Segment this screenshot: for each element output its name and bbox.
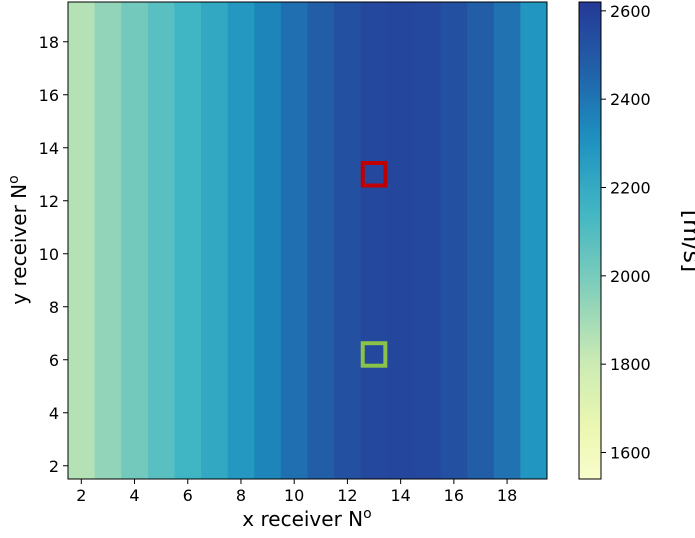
heatmap-column (147, 2, 175, 479)
y-tick-label: 18 (39, 33, 59, 52)
y-axis: 2 4 6 8 10 12 14 16 18 (39, 33, 68, 476)
heatmap-column (334, 2, 362, 479)
heatmap-column (467, 2, 495, 479)
heatmap-column (121, 2, 149, 479)
heatmap-column (413, 2, 442, 479)
y-axis-label: y receiver No (6, 175, 31, 304)
heatmap-column (307, 2, 335, 479)
heatmap-column (174, 2, 202, 479)
heatmap-column (493, 2, 521, 479)
heatmap-cells (68, 2, 548, 479)
y-tick-label: 14 (39, 139, 59, 158)
heatmap-column (280, 2, 308, 479)
heatmap-column (94, 2, 122, 479)
y-tick-label: 8 (49, 298, 59, 317)
heatmap-column (360, 2, 388, 479)
green-square-marker (360, 341, 388, 368)
heatmap-column (520, 2, 548, 479)
colorbar-tick-label: 1600 (610, 444, 651, 463)
heatmap-column (440, 2, 468, 479)
heatmap-column (254, 2, 282, 479)
x-tick-label: 10 (284, 486, 304, 505)
y-tick-label: 16 (39, 86, 59, 105)
y-tick-label: 10 (39, 245, 59, 264)
colorbar-tick-label: 2400 (610, 90, 651, 109)
x-tick-label: 8 (236, 486, 246, 505)
colorbar-label: [m/s] (678, 210, 695, 273)
y-tick-label: 2 (49, 457, 59, 476)
heatmap-column (201, 2, 229, 479)
heatmap-column (227, 2, 255, 479)
colorbar-tick-label: 2600 (610, 2, 651, 21)
x-tick-label: 16 (444, 486, 464, 505)
x-axis: 2 4 6 8 10 12 14 16 18 (76, 479, 517, 505)
colorbar-tick-label: 2000 (610, 267, 651, 286)
colorbar (578, 1, 602, 480)
y-tick-label: 4 (49, 404, 59, 423)
x-tick-label: 2 (76, 486, 86, 505)
heatmap-column (387, 2, 415, 479)
plot-frame (67, 1, 548, 480)
colorbar-tick-label: 2200 (610, 179, 651, 198)
x-tick-label: 12 (337, 486, 357, 505)
colorbar-axis: 1600 1800 2000 2200 2400 2600 (601, 2, 651, 463)
markers (360, 161, 388, 368)
red-square-marker (360, 161, 388, 188)
x-tick-label: 4 (129, 486, 139, 505)
colorbar-tick-label: 1800 (610, 355, 651, 374)
x-tick-label: 18 (497, 486, 517, 505)
y-tick-label: 6 (49, 351, 59, 370)
x-axis-label: x receiver No (242, 506, 371, 531)
y-tick-label: 12 (39, 192, 59, 211)
x-tick-label: 6 (183, 486, 193, 505)
x-tick-label: 14 (390, 486, 410, 505)
heatmap-column (68, 2, 96, 479)
